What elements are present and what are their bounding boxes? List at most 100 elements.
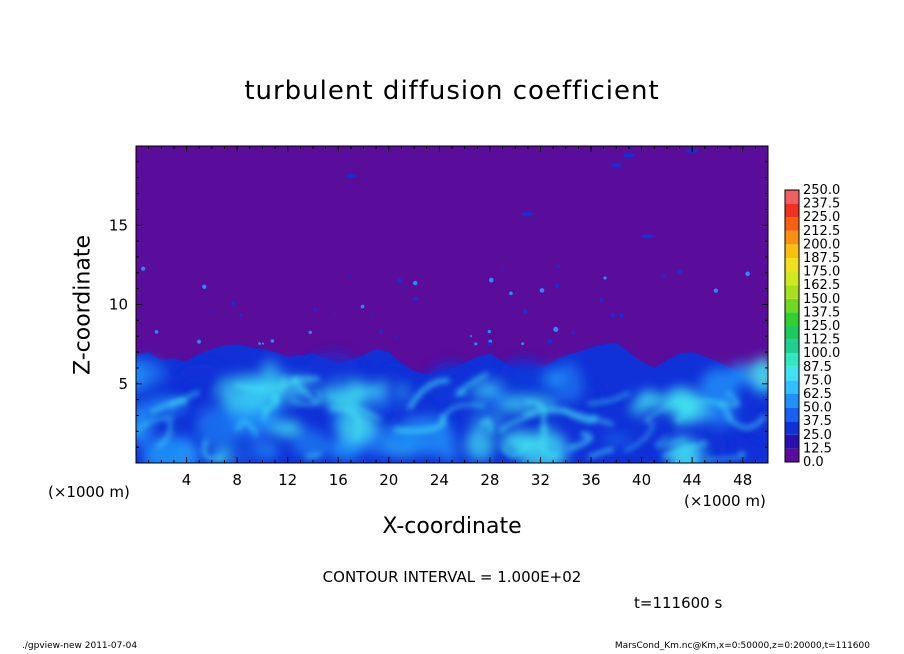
colorbar-label: 200.0 xyxy=(803,237,840,252)
small-eddy xyxy=(677,269,683,275)
streak xyxy=(352,404,382,421)
upper-eddy xyxy=(521,212,534,217)
colorbar-segment xyxy=(785,258,799,272)
small-eddy xyxy=(412,280,418,286)
colorbar-segment xyxy=(785,312,799,326)
eddy xyxy=(328,438,364,460)
streak xyxy=(270,376,320,406)
streak xyxy=(540,425,560,459)
streak xyxy=(719,390,740,407)
colorbar-label: 75.0 xyxy=(803,373,832,388)
upper-eddy xyxy=(641,234,654,239)
colorbar-label: 250.0 xyxy=(803,183,840,198)
small-eddy xyxy=(509,291,513,296)
small-eddy xyxy=(270,339,275,343)
small-eddy xyxy=(547,339,553,345)
colorbar-segment xyxy=(785,394,799,408)
x-tick-label: 16 xyxy=(329,471,348,489)
eddy xyxy=(703,405,738,427)
streak xyxy=(235,420,259,437)
eddy xyxy=(178,364,226,394)
small-eddy xyxy=(313,308,317,312)
colorbar-frame xyxy=(784,189,800,463)
y-tick-label: 15 xyxy=(109,216,128,234)
small-eddy xyxy=(488,342,492,346)
streak xyxy=(501,441,531,457)
colorbar-label: 175.0 xyxy=(803,265,840,280)
eddy xyxy=(699,368,739,410)
chart-title: turbulent diffusion coefficient xyxy=(244,76,660,106)
colorbar-segment xyxy=(785,217,799,231)
x-tick-label: 24 xyxy=(430,471,449,489)
colorbar-label: 100.0 xyxy=(803,346,840,361)
streak xyxy=(644,399,683,423)
streak xyxy=(156,420,172,448)
streak xyxy=(393,413,446,434)
small-eddy xyxy=(308,330,312,334)
small-eddy xyxy=(500,268,504,271)
small-eddy xyxy=(619,313,624,318)
colorbar-segment xyxy=(785,339,799,354)
y-tick-label: 5 xyxy=(118,375,128,393)
small-eddy xyxy=(521,342,525,346)
colorbar-label: 0.0 xyxy=(803,455,824,470)
streak xyxy=(202,438,225,462)
small-eddy xyxy=(360,304,365,309)
eddy xyxy=(305,351,361,394)
streak xyxy=(406,378,450,411)
colorbar-segment xyxy=(785,230,799,245)
colorbar-segment xyxy=(785,298,799,313)
colorbar-segment xyxy=(785,407,799,422)
colorbar-label: 137.5 xyxy=(803,305,840,320)
eddy xyxy=(136,358,166,385)
colorbar-label: 37.5 xyxy=(803,414,832,429)
colorbar-label: 237.5 xyxy=(803,197,840,212)
small-eddy xyxy=(488,277,494,283)
streak xyxy=(455,371,489,397)
colorbar-label: 25.0 xyxy=(803,428,832,443)
colorbar-label: 125.0 xyxy=(803,319,840,334)
y-unit-label: (×1000 m) xyxy=(48,483,130,501)
eddy xyxy=(136,386,180,400)
x-axis-label: X-coordinate xyxy=(382,514,522,539)
small-eddy xyxy=(745,271,750,277)
small-eddy xyxy=(378,330,383,334)
x-tick-label: 44 xyxy=(683,471,702,489)
small-eddy xyxy=(197,339,201,344)
streak xyxy=(587,390,631,406)
colorbar-segment xyxy=(785,244,799,258)
eddy xyxy=(143,436,201,463)
small-eddy xyxy=(487,329,492,334)
streak xyxy=(234,375,288,392)
footer-dataset: MarsCond_Km.nc@Km,x=0:50000,z=0:20000,t=… xyxy=(614,641,870,651)
x-tick-label: 8 xyxy=(232,471,242,489)
x-tick-label: 32 xyxy=(531,471,550,489)
streak xyxy=(587,447,614,460)
colorbar-segment xyxy=(785,285,799,299)
colorbar-segment xyxy=(785,434,799,449)
turbulence-field xyxy=(136,148,768,463)
small-eddy xyxy=(208,311,212,314)
small-eddy xyxy=(553,326,559,332)
small-eddy xyxy=(258,342,261,345)
y-axis-label: Z-coordinate xyxy=(70,235,96,375)
small-eddy xyxy=(397,278,403,283)
colorbar-segment xyxy=(785,366,799,381)
eddy xyxy=(731,361,751,385)
colorbar-segment xyxy=(785,326,799,340)
colorbar-segment xyxy=(785,271,799,286)
small-eddy xyxy=(713,288,719,293)
eddy xyxy=(196,406,243,447)
eddy xyxy=(465,427,492,461)
eddy xyxy=(749,357,768,393)
small-eddy xyxy=(202,284,207,289)
streak xyxy=(329,406,361,441)
x-tick-label: 40 xyxy=(632,471,651,489)
colorbar-segment xyxy=(785,448,799,462)
x-tick-label: 4 xyxy=(182,471,192,489)
streak xyxy=(536,404,566,415)
streak xyxy=(522,407,569,417)
streak xyxy=(567,431,593,452)
small-eddy xyxy=(239,313,243,317)
colorbar-segment xyxy=(785,421,799,435)
